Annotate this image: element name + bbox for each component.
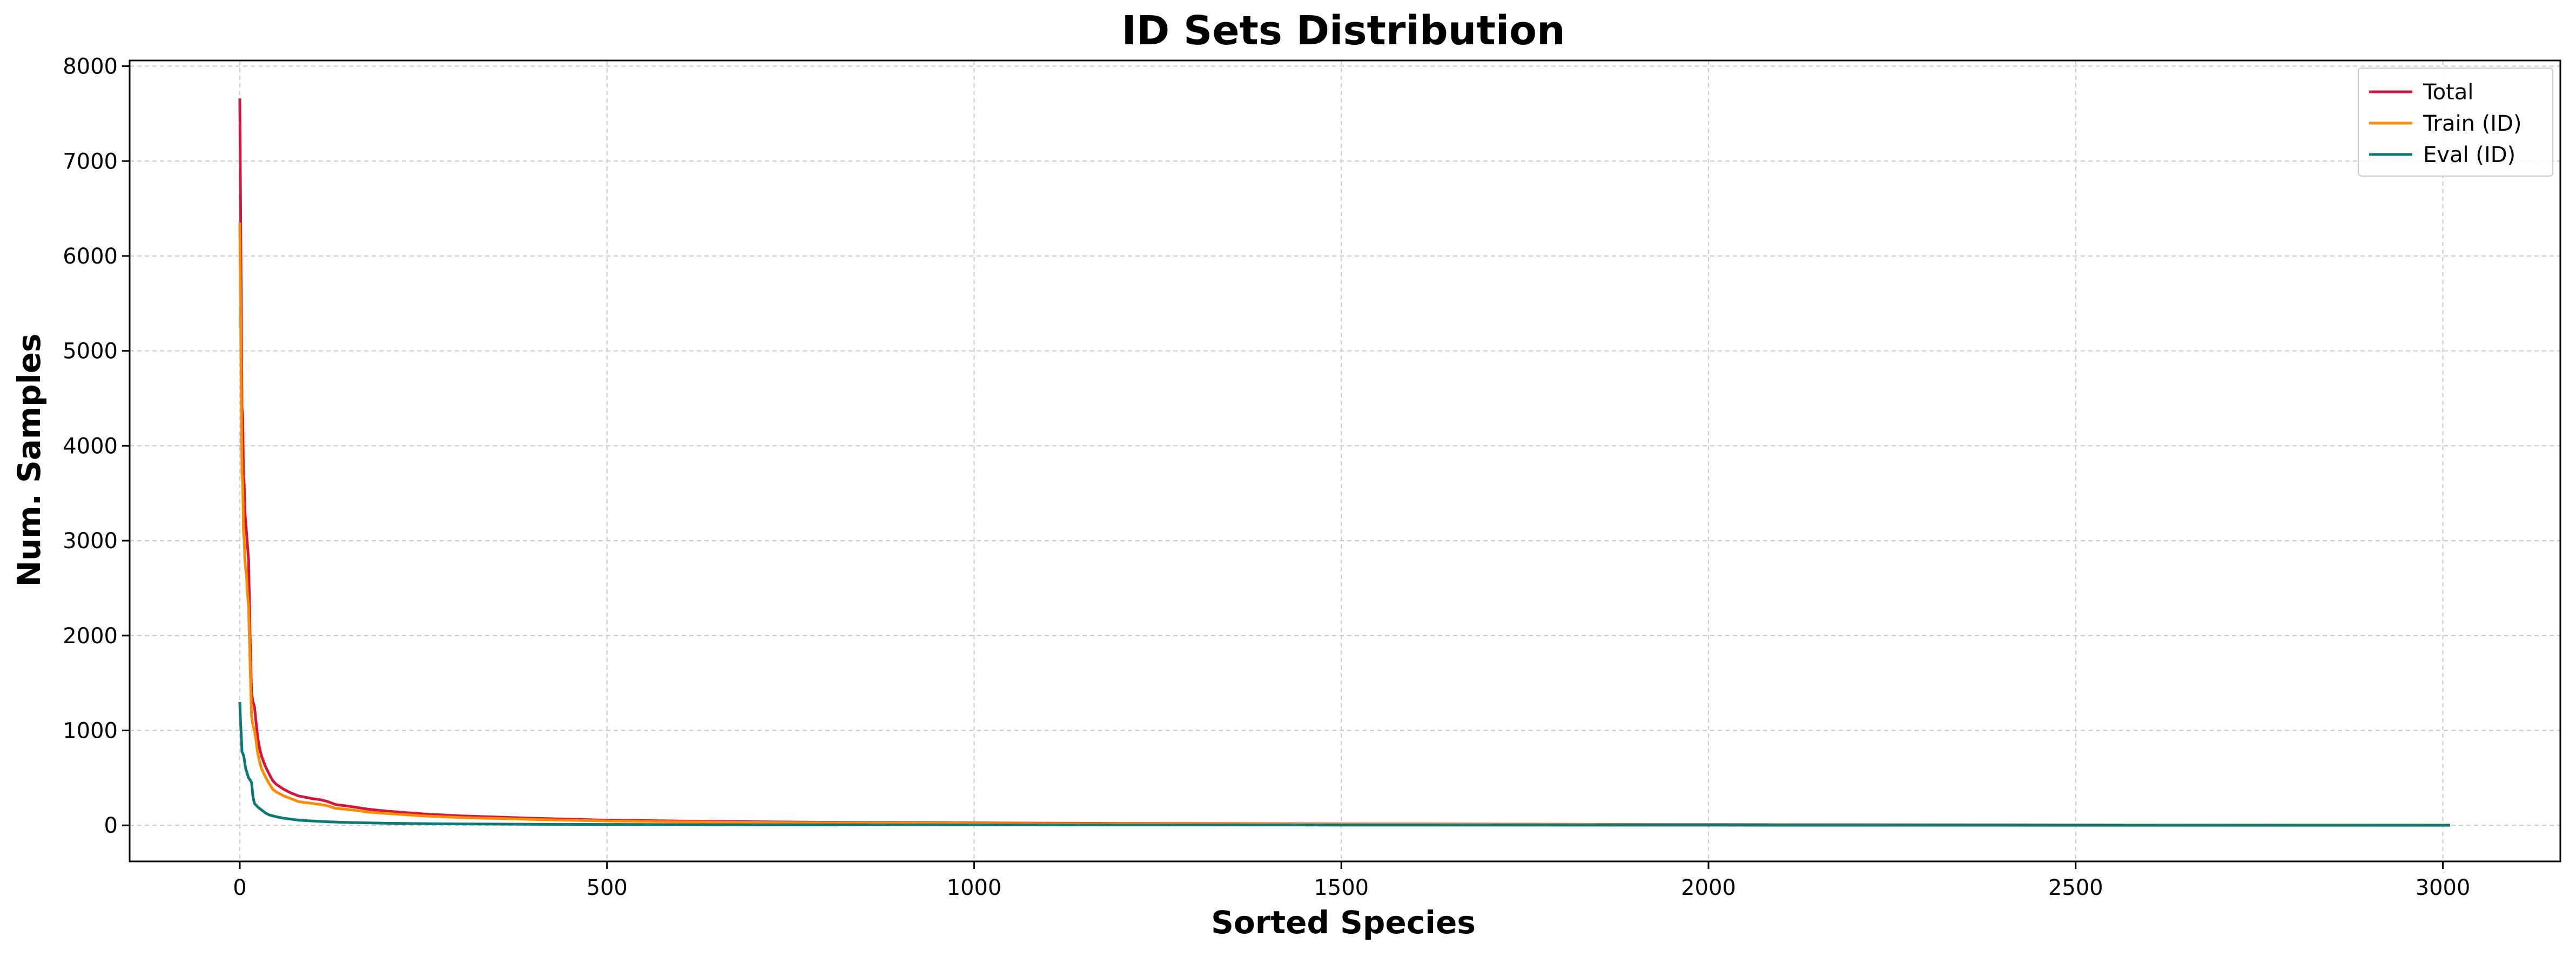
y-tick-label: 0 [104,813,118,838]
x-axis-label: Sorted Species [1211,904,1476,941]
chart-title: ID Sets Distribution [1121,8,1565,54]
x-tick-label: 3000 [2416,875,2471,900]
y-tick-label: 3000 [63,529,118,554]
y-tick-label: 1000 [63,719,118,744]
series-line-total [238,98,2451,827]
legend-box [2358,68,2553,177]
plot-frame [129,59,2561,862]
y-tick-label: 5000 [63,339,118,364]
series-line-train-id [238,223,2451,827]
series-line-eval-id [238,702,2451,827]
y-tick-label: 2000 [63,624,118,649]
x-tick-label: 2000 [1681,875,1736,900]
y-tick-label: 7000 [63,149,118,174]
tick-layer: 0 500 1000 1500 2000 2500 3000 0 1000 2000 3000 400… [63,55,2470,900]
legend-label: Train (ID) [2423,111,2522,136]
legend-label: Total [2423,80,2473,105]
grid-layer [130,60,2560,861]
y-axis-label: Num. Samples [11,333,48,587]
x-tick-label: 500 [587,875,628,900]
legend-label: Eval (ID) [2423,143,2516,167]
x-tick-label: 2500 [2048,875,2103,900]
x-tick-label: 0 [233,875,246,900]
y-tick-label: 8000 [63,55,118,79]
series-layer [238,98,2451,827]
legend: Total Train (ID) Eval (ID) [2358,68,2553,177]
y-tick-label: 6000 [63,244,118,269]
x-tick-label: 1500 [1314,875,1369,900]
x-tick-label: 1000 [947,875,1002,900]
y-tick-label: 4000 [63,434,118,459]
